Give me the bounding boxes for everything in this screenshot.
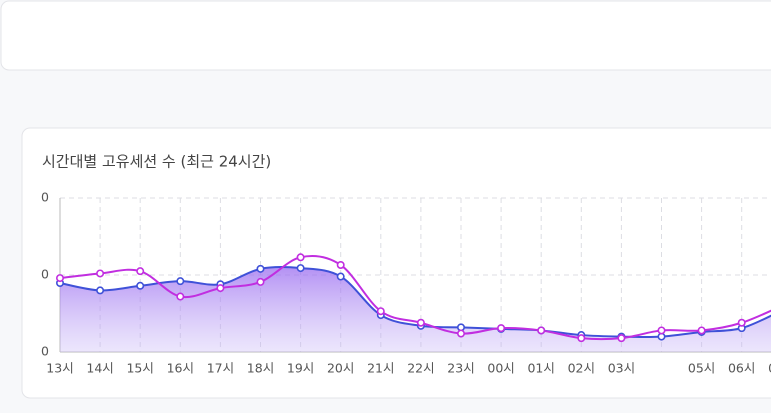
x-tick-label: 18시 (247, 361, 274, 376)
x-tick-label: 00시 (487, 361, 514, 376)
point (456, 329, 465, 338)
point (737, 318, 746, 327)
point (216, 284, 225, 293)
point (176, 277, 185, 286)
point (55, 274, 64, 283)
y-tick-label: 0 (41, 267, 49, 282)
point (657, 326, 666, 335)
x-tick-label: 17시 (207, 361, 234, 376)
point (577, 334, 586, 343)
x-tick-label: 21시 (367, 361, 394, 376)
point (136, 281, 145, 290)
point (96, 286, 105, 295)
point (376, 307, 385, 316)
y-tick-label: 0 (41, 344, 49, 359)
point (497, 324, 506, 333)
x-tick-label: 02시 (568, 361, 595, 376)
point (336, 260, 345, 269)
x-tick-label: 15시 (126, 361, 153, 376)
point (336, 272, 345, 281)
x-tick-label: 07시 (768, 361, 771, 376)
point (697, 326, 706, 335)
x-tick-label: 06시 (728, 361, 755, 376)
point (537, 326, 546, 335)
x-tick-label: 20시 (327, 361, 354, 376)
x-tick-label: 14시 (86, 361, 113, 376)
point (96, 269, 105, 278)
top-panel (0, 0, 771, 71)
chart-title: 시간대별 고유세션 수 (최근 24시간) (42, 153, 271, 171)
point (416, 318, 425, 327)
x-tick-label: 13시 (46, 361, 73, 376)
point (176, 292, 185, 301)
x-tick-label: 16시 (167, 361, 194, 376)
x-tick-label: 23시 (447, 361, 474, 376)
x-tick-label: 01시 (527, 361, 554, 376)
x-tick-label: 05시 (688, 361, 715, 376)
point (256, 264, 265, 273)
plot: 0 0 0 13시 14시 15시 16시 17시 18시 19시 20시 21시 22시 23시 00시 0… (41, 190, 771, 376)
point (296, 264, 305, 273)
x-tick-label: 03시 (608, 361, 635, 376)
area (60, 266, 771, 352)
point (617, 334, 626, 343)
point (296, 253, 305, 262)
point (136, 267, 145, 276)
x-tick-label: 22시 (407, 361, 434, 376)
point (256, 277, 265, 286)
x-tick-label: 19시 (287, 361, 314, 376)
y-tick-label: 0 (41, 190, 49, 205)
